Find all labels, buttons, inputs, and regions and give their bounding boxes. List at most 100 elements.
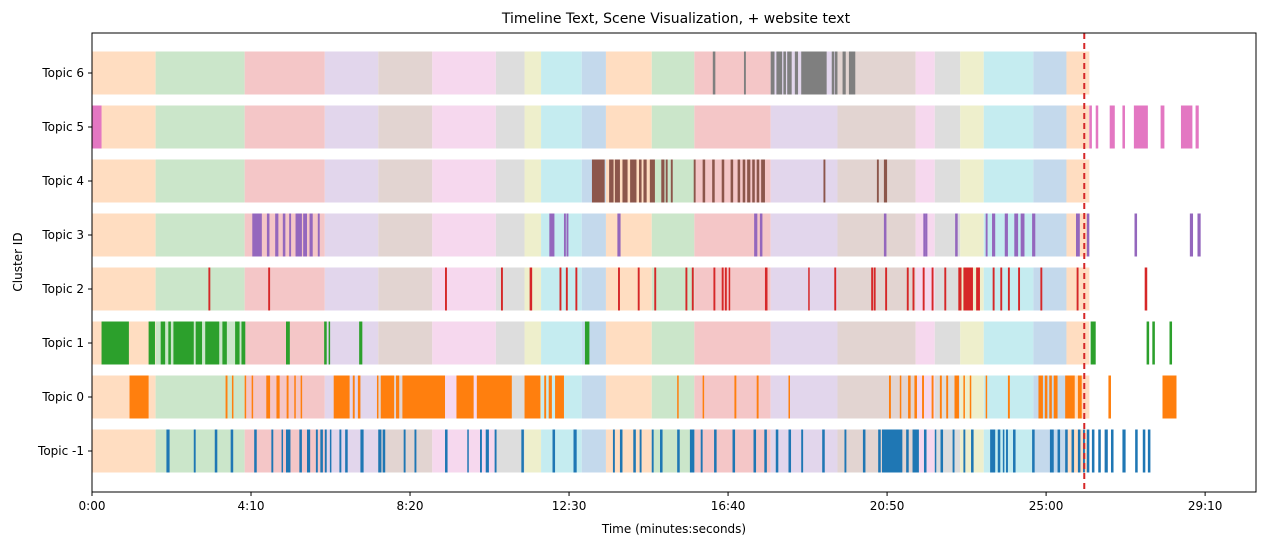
scene-span (495, 213, 525, 257)
topic-segment (788, 429, 792, 473)
scene-span (524, 105, 542, 149)
topic-segment (1135, 429, 1138, 473)
topic-segment (734, 375, 737, 419)
topic-segment (306, 429, 311, 473)
topic-segment (969, 375, 972, 419)
topic-segment (396, 375, 400, 419)
x-tick-label: 16:40 (711, 499, 746, 513)
scene-span (960, 105, 984, 149)
scene-span (694, 267, 771, 311)
scene-span (837, 213, 916, 257)
scene-span (1033, 321, 1067, 365)
topic-segment (276, 375, 280, 419)
topic-segment (971, 429, 974, 473)
topic-segment (1065, 375, 1075, 419)
topic-segment (747, 159, 751, 203)
scene-span (324, 51, 379, 95)
topic-segment (456, 375, 474, 419)
y-tick-label: Topic 3 (41, 228, 84, 242)
topic-segment (573, 429, 577, 473)
topic-segment (1000, 267, 1003, 311)
topic-segment (230, 429, 234, 473)
topic-segment (1133, 105, 1148, 149)
scene-span (1033, 105, 1067, 149)
x-axis: 0:00 4:10 8:20 12:30 16:40 20:50 25:00 29:10 (79, 492, 1222, 513)
scene-span (837, 321, 916, 365)
scene-span (651, 105, 695, 149)
scene-span (92, 105, 156, 149)
topic-segment (873, 267, 876, 311)
topic-segment (1076, 267, 1079, 311)
x-tick-label: 4:10 (238, 499, 265, 513)
scene-span (524, 213, 542, 257)
scene-span (432, 321, 496, 365)
topic-segment (266, 213, 270, 257)
scene-span (244, 429, 325, 473)
y-tick-label: Topic 2 (41, 282, 84, 296)
topic-segment (888, 375, 891, 419)
topic-segment (651, 429, 654, 473)
topic-segment (382, 429, 386, 473)
scene-span (432, 267, 496, 311)
scene-span (524, 429, 542, 473)
topic-segment (1180, 105, 1193, 149)
topic-segment (1018, 267, 1021, 311)
topic-segment (376, 375, 379, 419)
topic-segment (637, 267, 640, 311)
scene-span (378, 213, 433, 257)
scene-span (837, 375, 916, 419)
scene-span (244, 51, 325, 95)
scene-span (934, 105, 961, 149)
topic-segment (883, 159, 888, 203)
scene-span (915, 51, 935, 95)
topic-segment (952, 429, 955, 473)
topic-segment (357, 375, 361, 419)
topic-segment (958, 267, 962, 311)
topic-segment (742, 159, 746, 203)
topic-segment (639, 429, 642, 473)
topic-segment (633, 429, 636, 473)
scene-span (244, 375, 325, 419)
scene-span (651, 267, 695, 311)
scene-span (324, 267, 379, 311)
scene-span (324, 213, 379, 257)
plot-area (92, 51, 1201, 473)
topic-segment (730, 159, 734, 203)
topic-segment (1169, 321, 1173, 365)
topic-segment (1152, 321, 1155, 365)
topic-segment (665, 159, 668, 203)
topic-segment (954, 375, 959, 419)
topic-segment (871, 267, 874, 311)
topic-segment (946, 375, 949, 419)
scene-span (651, 429, 695, 473)
scene-span (541, 321, 582, 365)
topic-segment (1122, 105, 1125, 149)
scene-span (155, 429, 245, 473)
scene-span (155, 267, 245, 311)
scene-span (495, 267, 525, 311)
topic-segment (402, 375, 446, 419)
topic-segment (1057, 429, 1061, 473)
topic-segment (1065, 429, 1068, 473)
topic-segment (992, 213, 996, 257)
topic-segment (691, 267, 694, 311)
row-topic0 (92, 375, 1177, 419)
topic-segment (787, 51, 792, 95)
scene-span (770, 375, 838, 419)
topic-segment (282, 213, 286, 257)
y-axis-title: Cluster ID (11, 232, 25, 291)
scene-span (915, 375, 935, 419)
topic-segment (922, 267, 925, 311)
row-topicneg1 (92, 429, 1151, 473)
topic-segment (1147, 429, 1151, 473)
topic-segment (712, 159, 715, 203)
topic-segment (414, 429, 417, 473)
scene-span (1033, 213, 1067, 257)
row-topic5 (92, 105, 1199, 149)
x-tick-label: 25:00 (1029, 499, 1064, 513)
topic-segment (639, 159, 642, 203)
scene-span (934, 159, 961, 203)
row-topic3 (92, 213, 1201, 257)
topic-segment (609, 159, 614, 203)
topic-segment (552, 429, 556, 473)
